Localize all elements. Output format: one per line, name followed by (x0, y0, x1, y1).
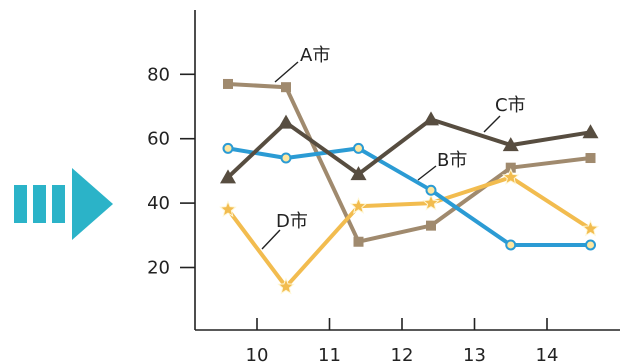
x-tick-label: 13 (463, 345, 486, 363)
data-point (281, 82, 291, 93)
arrow-bar-3 (52, 185, 65, 223)
arrow-head (72, 168, 113, 240)
y-ticks: 20 40 60 80 (147, 64, 195, 279)
series-3 (220, 111, 599, 184)
x-ticks: 10 11 12 13 14 (246, 318, 559, 363)
x-tick-label: 12 (391, 345, 414, 363)
data-point (581, 219, 600, 237)
data-point (585, 239, 596, 251)
y-tick-label: 20 (147, 258, 170, 279)
data-point (505, 162, 516, 173)
series-2 (222, 142, 596, 251)
x-tick-label: 10 (246, 345, 269, 363)
data-point (582, 124, 599, 139)
data-point (501, 168, 520, 185)
label-leader-c (483, 115, 501, 133)
right-arrow-icon (14, 168, 113, 240)
data-point (426, 220, 436, 231)
data-point (422, 193, 440, 211)
data-point (278, 114, 294, 129)
data-point (220, 169, 236, 184)
series-line (226, 146, 593, 247)
x-tick-label: 14 (536, 345, 559, 363)
series-4 (219, 168, 600, 295)
series-label-a: A市 (300, 45, 330, 66)
arrow-bar-1 (14, 185, 27, 223)
data-point (585, 153, 596, 164)
label-leader-b (417, 165, 437, 181)
y-tick-label: 60 (147, 129, 170, 150)
data-point (502, 137, 519, 152)
series-line (226, 117, 593, 180)
data-point (353, 236, 364, 247)
series-1 (223, 78, 596, 247)
series-label-d: D市 (276, 211, 308, 232)
y-tick-label: 40 (147, 193, 170, 214)
data-point (353, 142, 364, 154)
series-labels: A市 C市 B市 D市 (261, 45, 526, 250)
series-layer (219, 78, 600, 295)
x-tick-label: 11 (318, 345, 341, 363)
series-line (226, 175, 593, 289)
label-leader-d (261, 229, 281, 250)
data-point (423, 111, 439, 126)
data-point (505, 239, 517, 251)
y-tick-label: 80 (147, 64, 170, 85)
arrow-bar-2 (33, 185, 46, 223)
series-label-b: B市 (437, 150, 467, 171)
data-point (425, 184, 437, 196)
axes (194, 10, 620, 331)
data-point (349, 196, 368, 214)
data-point (277, 277, 295, 295)
label-leader-a (274, 61, 299, 83)
data-point (219, 200, 237, 218)
series-label-c: C市 (495, 95, 526, 116)
data-point (222, 142, 234, 154)
series-line (226, 82, 593, 244)
data-point (350, 166, 367, 181)
data-point (280, 152, 292, 164)
data-point (223, 78, 233, 89)
